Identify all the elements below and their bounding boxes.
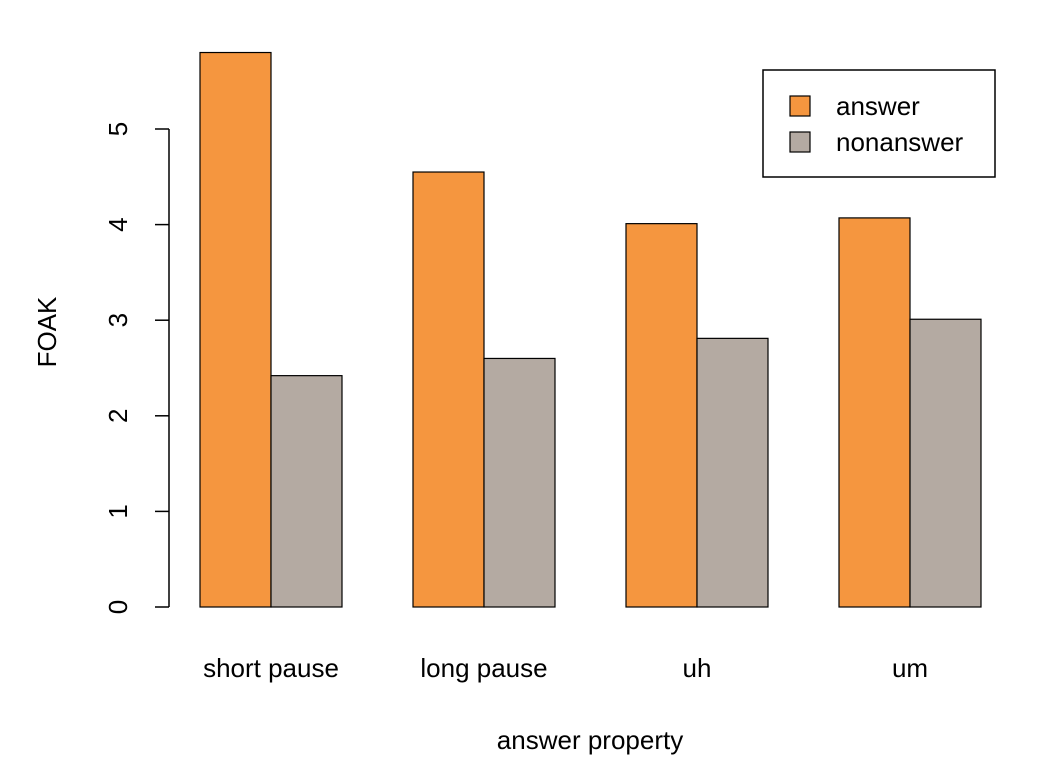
legend-box: [762, 69, 996, 178]
bar-nonanswer: [270, 375, 343, 608]
bar-answer: [199, 51, 272, 608]
y-axis: 0 1 2 3 4 5: [103, 122, 170, 614]
bar-answer: [412, 171, 485, 608]
y-tick-label: 1: [103, 504, 133, 518]
y-axis-title: FOAK: [32, 296, 62, 367]
category-labels: short pause long pause uh um: [203, 653, 928, 683]
x-axis-title: answer property: [497, 725, 683, 755]
x-category-label: long pause: [420, 653, 547, 683]
bar-nonanswer: [483, 357, 556, 608]
legend: answer nonanswer: [762, 69, 996, 178]
legend-swatch-nonanswer: [789, 131, 811, 153]
x-category-label: short pause: [203, 653, 339, 683]
legend-label-answer: answer: [836, 91, 920, 121]
bar-group: [199, 51, 982, 608]
x-category-label: uh: [683, 653, 712, 683]
bar-nonanswer: [696, 337, 769, 608]
bar-answer: [625, 223, 698, 608]
y-tick-label: 4: [103, 217, 133, 231]
bar-nonanswer: [909, 318, 982, 608]
legend-label-nonanswer: nonanswer: [836, 127, 964, 157]
y-tick-label: 0: [103, 600, 133, 614]
y-tick-label: 5: [103, 122, 133, 136]
legend-swatch-answer: [789, 95, 811, 117]
bar-answer: [838, 217, 911, 608]
x-category-label: um: [892, 653, 928, 683]
y-tick-label: 3: [103, 313, 133, 327]
y-tick-label: 2: [103, 409, 133, 423]
